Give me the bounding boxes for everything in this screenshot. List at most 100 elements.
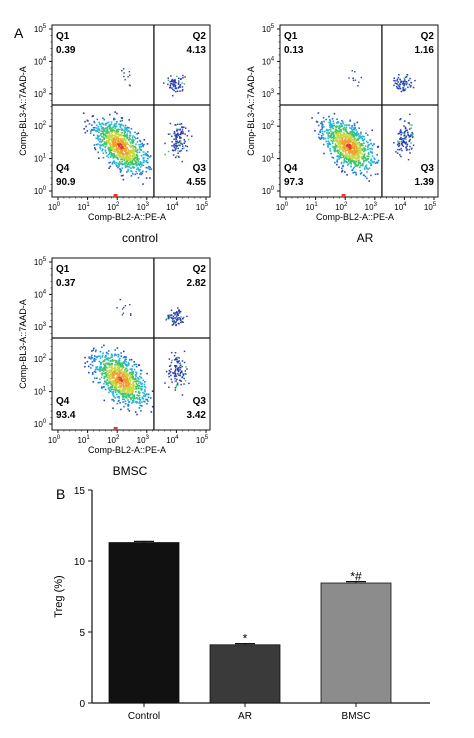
scatter-point (353, 166, 355, 169)
scatter-point (346, 155, 349, 157)
scatter-point (127, 168, 129, 171)
scatter-point (353, 122, 356, 125)
scatter-point (170, 314, 173, 316)
scatter-point (347, 160, 350, 163)
scatter-point (131, 162, 133, 165)
scatter-point (403, 85, 405, 87)
scatter-point (330, 137, 333, 139)
scatter-point (335, 132, 337, 134)
scatter-point (133, 368, 136, 371)
scatter-point (122, 393, 124, 396)
scatter-point (365, 132, 367, 135)
scatter-point (102, 386, 105, 388)
scatter-point (134, 160, 136, 162)
scatter-point (331, 136, 334, 138)
scatter-point (116, 389, 119, 392)
scatter-point (127, 149, 130, 151)
scatter-point (127, 130, 130, 132)
scatter-point (191, 135, 193, 137)
scatter-point (149, 156, 151, 158)
scatter-point (403, 138, 405, 140)
scatter-point (338, 127, 340, 130)
scatter-point (104, 372, 106, 374)
scatter-point (132, 399, 135, 401)
scatter-point (164, 382, 166, 384)
scatter-point (143, 392, 145, 395)
scatter-point (341, 167, 343, 170)
scatter-point (346, 164, 349, 166)
scatter-point (111, 382, 113, 385)
scatter-point (110, 149, 112, 152)
scatter-point (396, 83, 398, 85)
scatter-point (322, 117, 325, 119)
scatter-point (112, 139, 115, 142)
quadrant-value-q4: 93.4 (56, 410, 76, 421)
scatter-point (93, 126, 96, 129)
scatter-point (109, 377, 111, 379)
scatter-point (126, 378, 128, 380)
scatter-point (412, 144, 415, 146)
scatter-point (340, 130, 342, 132)
scatter-point (103, 366, 105, 368)
scatter-point (117, 128, 120, 131)
scatter-point (119, 366, 122, 368)
scatter-point (398, 86, 401, 88)
scatter-point (339, 154, 342, 157)
scatter-point (348, 77, 350, 79)
scatter-point (347, 138, 350, 140)
scatter-point (399, 131, 402, 134)
scatter-point (120, 117, 123, 119)
scatter-point (136, 151, 139, 154)
scatter-point (361, 149, 364, 151)
scatter-point (113, 162, 116, 164)
scatter-point (349, 119, 351, 122)
scatter-point (127, 384, 130, 386)
scatter-point (134, 397, 137, 400)
scatter-point (108, 371, 111, 373)
scatter-point (102, 132, 105, 135)
scatter-point (131, 139, 134, 141)
scatter-point (116, 368, 118, 371)
scatter-point (122, 364, 124, 367)
scatter-point (411, 136, 414, 139)
scatter-point (132, 141, 135, 143)
scatter-point (336, 163, 338, 166)
scatter-point (142, 159, 145, 162)
scatter-point (322, 137, 325, 139)
scatter-point (105, 137, 107, 139)
scatter-point (352, 77, 354, 79)
scatter-point (119, 156, 122, 158)
scatter-point (111, 362, 113, 365)
scatter-point (354, 71, 356, 73)
scatter-point (138, 390, 140, 393)
scatter-point (116, 165, 118, 167)
scatter-point (117, 391, 120, 393)
scatter-point (408, 128, 411, 130)
scatter-point (120, 151, 122, 153)
scatter-point (99, 357, 102, 359)
scatter-point (179, 362, 181, 365)
scatter-point (346, 124, 348, 126)
scatter-point (367, 157, 369, 160)
scatter-points (84, 298, 190, 416)
scatter-point (144, 394, 147, 396)
scatter-point (114, 143, 116, 146)
scatter-point (109, 161, 112, 164)
scatter-point (119, 357, 121, 360)
scatter-point (351, 125, 353, 127)
scatter-point (126, 392, 128, 395)
scatter-point (412, 86, 415, 89)
x-tick-label: 104 (166, 435, 179, 445)
scatter-point (118, 359, 120, 361)
scatter-point (104, 364, 107, 366)
scatter-point (332, 139, 334, 142)
scatter-point (110, 388, 113, 391)
scatter-point (182, 373, 184, 375)
x-tick-label: 100 (48, 202, 61, 212)
scatter-point (129, 161, 132, 163)
scatter-point (107, 387, 110, 389)
scatter-point (349, 136, 352, 138)
scatter-point (179, 372, 182, 375)
scatter-point (103, 399, 106, 402)
scatter-point (109, 390, 112, 392)
